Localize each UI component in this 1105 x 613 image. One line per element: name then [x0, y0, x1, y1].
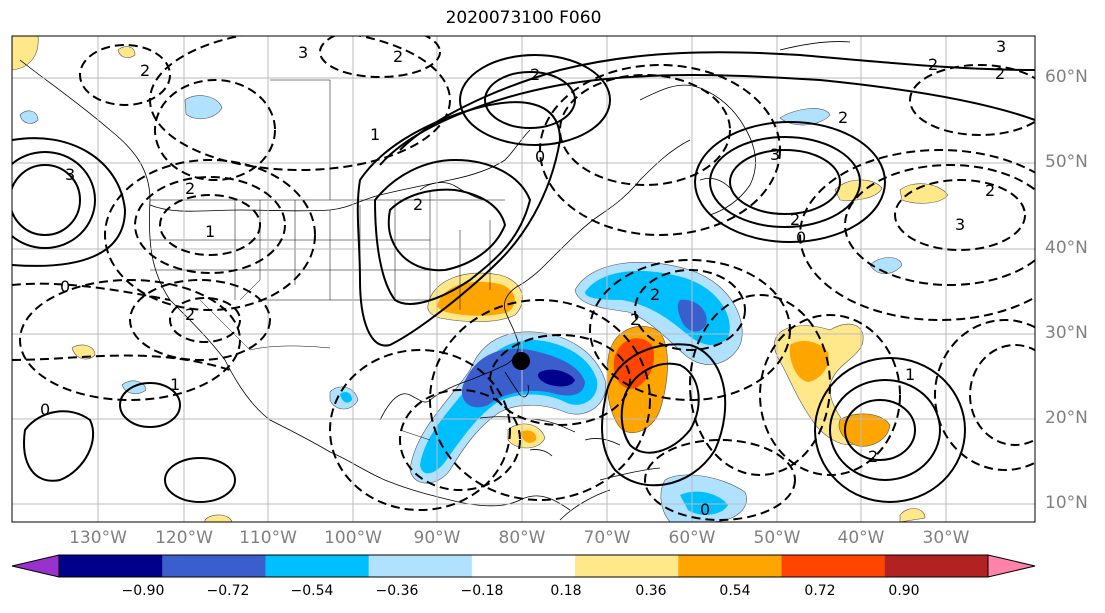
contour-label: 3 — [770, 145, 780, 164]
lon-label-100w: 100°W — [324, 528, 382, 548]
map-frame — [11, 35, 1036, 523]
contour-label: 2 — [185, 305, 195, 324]
contour-label: 1 — [170, 375, 180, 394]
lon-label-130w: 130°W — [69, 528, 127, 548]
colorbar-tick-label: 0.18 — [550, 583, 582, 599]
contour-label: 2 — [650, 285, 660, 304]
lon-label-90w: 90°W — [413, 528, 461, 548]
contour-label: 0 — [796, 228, 806, 247]
contour-label: 2 — [140, 61, 150, 80]
contour-label: 2 — [995, 64, 1005, 83]
coastlines — [19, 41, 851, 521]
contour-label: 2 — [530, 65, 540, 84]
lat-label-40n: 40°N — [1045, 238, 1088, 258]
contour-label: 0 — [700, 500, 710, 519]
colorbar-tick-label: 0.72 — [804, 583, 836, 599]
colorbar-tick-label: −0.18 — [460, 583, 504, 599]
lon-label-30w: 30°W — [922, 528, 970, 548]
positive-anomaly-carolinas-core — [437, 281, 515, 316]
contour-label: 3 — [996, 37, 1006, 56]
contour-label: 2 — [985, 181, 995, 200]
colorbar-tick-label: −0.72 — [206, 583, 250, 599]
colorbar-tick-label: −0.36 — [375, 583, 419, 599]
lon-label-40w: 40°W — [837, 528, 885, 548]
colorbar-tick-label: −0.90 — [121, 583, 165, 599]
contour-label: 2 — [838, 108, 848, 127]
lon-label-80w: 80°W — [498, 528, 546, 548]
colorbar-swatch — [575, 555, 679, 577]
contour-label: 2 — [928, 55, 938, 74]
contour-label: 1 — [205, 222, 215, 241]
political-borders — [150, 79, 505, 441]
contour-label: 2 — [185, 179, 195, 198]
lon-label-60w: 60°W — [668, 528, 716, 548]
colorbar-swatch — [781, 555, 886, 577]
contour-label: 1 — [370, 125, 380, 144]
contour-label: 2 — [413, 195, 423, 214]
colorbar-tick-label: 0.36 — [635, 583, 667, 599]
contour-label: 0 — [40, 400, 50, 419]
contour-label: 1 — [905, 365, 915, 384]
positive-anomaly-atlantic-core — [789, 340, 829, 382]
map-title: 2020073100 F060 — [445, 8, 602, 28]
colorbar-swatch — [265, 555, 370, 577]
lat-label-30n: 30°N — [1045, 323, 1088, 343]
lon-label-50w: 50°W — [753, 528, 801, 548]
contour-label: 2 — [393, 47, 403, 66]
negative-contours — [12, 36, 1035, 521]
colorbar-tick-label: 0.54 — [719, 583, 751, 599]
negative-anomaly-gulf-min — [537, 369, 575, 387]
colorbar-over-arrow — [987, 554, 1036, 578]
colorbar-swatch — [471, 555, 576, 577]
positive-contours — [12, 51, 1035, 503]
contour-label: 2 — [630, 310, 640, 329]
lon-label-110w: 110°W — [239, 528, 297, 548]
lat-label-20n: 20°N — [1045, 408, 1088, 428]
lon-label-120w: 120°W — [155, 528, 213, 548]
colorbar-tick-label: −0.54 — [290, 583, 334, 599]
storm-center-marker — [512, 352, 530, 370]
lat-label-50n: 50°N — [1045, 152, 1088, 172]
contour-label: 2 — [868, 447, 878, 466]
contour-labels: 3 2 2 3 2 1 0 2 3 2 2 3 2 2 0 2 2 1 0 2 … — [40, 37, 1006, 519]
colorbar-under-arrow — [11, 554, 60, 578]
contour-label: 3 — [955, 215, 965, 234]
colorbar-swatch — [678, 555, 783, 577]
colorbar-frame — [58, 554, 989, 578]
lat-label-60n: 60°N — [1045, 67, 1088, 87]
lon-label-70w: 70°W — [583, 528, 631, 548]
colorbar-swatch — [884, 555, 989, 577]
colorbar — [11, 554, 1036, 578]
colorbar-tick-label: 0.90 — [888, 583, 920, 599]
contour-label: 0 — [60, 277, 70, 296]
lat-label-10n: 10°N — [1045, 493, 1088, 513]
colorbar-swatch — [59, 555, 163, 577]
positive-anomaly-east-atl — [838, 413, 891, 447]
contour-label: 3 — [298, 43, 308, 62]
contour-label: 2 — [790, 210, 800, 229]
colorbar-swatch — [162, 555, 266, 577]
contour-label: 0 — [535, 147, 545, 166]
contour-label: 3 — [65, 165, 75, 184]
colorbar-swatch — [368, 555, 473, 577]
